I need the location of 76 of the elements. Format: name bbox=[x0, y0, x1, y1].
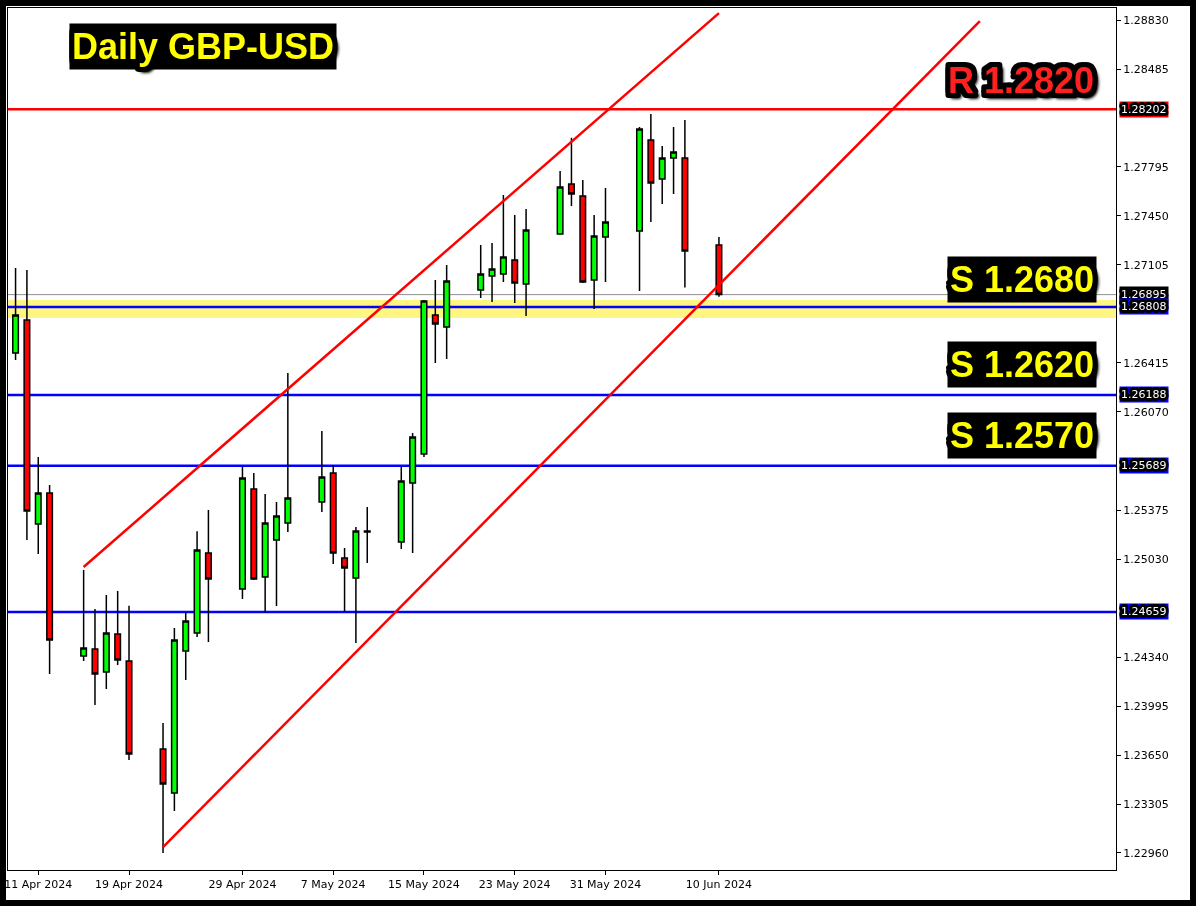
y-tick-label: 1.26070 bbox=[1123, 405, 1169, 419]
candlestick bbox=[477, 244, 485, 299]
y-tick-label: 1.28830 bbox=[1123, 13, 1169, 27]
x-tick-label: 7 May 2024 bbox=[300, 878, 366, 892]
candlestick bbox=[647, 113, 655, 223]
ref-line-label: 1.25689 bbox=[1121, 459, 1167, 472]
candlestick bbox=[284, 372, 292, 533]
candlestick bbox=[238, 466, 246, 600]
x-tick-label: 19 Apr 2024 bbox=[95, 878, 164, 892]
ref-line-label: 1.26188 bbox=[1121, 388, 1167, 401]
candlestick bbox=[272, 501, 281, 607]
candlestick bbox=[579, 179, 587, 284]
ref-line-label: 1.26808 bbox=[1121, 300, 1167, 313]
candlestick bbox=[114, 590, 122, 666]
candlestick bbox=[420, 299, 428, 458]
candlestick bbox=[556, 170, 564, 235]
candlestick bbox=[635, 126, 644, 292]
y-tick-label: 1.26415 bbox=[1123, 356, 1169, 370]
candlestick bbox=[341, 547, 349, 613]
ref-line-label: 1.28202 bbox=[1121, 103, 1167, 116]
y-tick-label: 1.28485 bbox=[1123, 62, 1169, 76]
y-tick-label: 1.23650 bbox=[1123, 748, 1169, 762]
x-tick-label: 10 Jun 2024 bbox=[685, 878, 753, 892]
candlestick bbox=[204, 509, 212, 643]
y-tick-label: 1.27450 bbox=[1123, 209, 1169, 223]
candlestick bbox=[522, 208, 530, 317]
annotation: S 1.2620 bbox=[950, 344, 1095, 385]
annotation: S 1.2680 bbox=[950, 259, 1095, 300]
candlestick bbox=[590, 214, 598, 310]
candlestick bbox=[80, 569, 88, 662]
candlestick bbox=[363, 506, 371, 564]
candlestick bbox=[511, 214, 519, 304]
candlestick bbox=[170, 627, 178, 812]
annotation: R 1.2820 bbox=[948, 60, 1095, 101]
candlestick bbox=[91, 608, 99, 706]
y-tick-label: 1.22960 bbox=[1123, 846, 1169, 860]
candlestick bbox=[329, 464, 337, 565]
x-tick-label: 29 Apr 2024 bbox=[208, 878, 277, 892]
candlestick bbox=[567, 136, 575, 207]
candlestick bbox=[125, 605, 133, 761]
candlestick bbox=[23, 269, 31, 541]
candlestick bbox=[601, 187, 610, 283]
ref-line-label: 1.24659 bbox=[1121, 605, 1167, 618]
candlestick bbox=[670, 126, 678, 195]
y-tick-label: 1.23305 bbox=[1123, 797, 1169, 811]
candlestick bbox=[12, 267, 20, 361]
candlestick bbox=[488, 242, 496, 303]
y-tick-label: 1.27795 bbox=[1123, 160, 1169, 174]
x-tick-label: 23 May 2024 bbox=[478, 878, 551, 892]
candlestick bbox=[409, 432, 417, 554]
y-tick-label: 1.25375 bbox=[1123, 504, 1169, 518]
y-tick-label: 1.24340 bbox=[1123, 651, 1169, 665]
ref-line-label: 1.26895 bbox=[1121, 288, 1167, 301]
candlestick bbox=[715, 236, 723, 298]
candlestick bbox=[352, 526, 360, 644]
candlestick bbox=[34, 456, 42, 555]
candlestick bbox=[46, 484, 54, 675]
candlestick bbox=[658, 145, 666, 205]
annotation: S 1.2570 bbox=[950, 415, 1095, 456]
y-tick-label: 1.27105 bbox=[1123, 258, 1169, 272]
candlestick bbox=[681, 119, 689, 289]
candlestick bbox=[318, 430, 326, 513]
x-tick-label: 11 Apr 2024 bbox=[4, 878, 73, 892]
candlestick bbox=[193, 530, 201, 638]
y-tick-label: 1.25030 bbox=[1123, 553, 1169, 567]
candlestick bbox=[250, 472, 258, 581]
x-tick-label: 31 May 2024 bbox=[569, 878, 642, 892]
x-tick-label: 15 May 2024 bbox=[388, 878, 460, 892]
candlestick bbox=[102, 594, 110, 690]
candlestick bbox=[261, 493, 269, 614]
candlestick bbox=[443, 264, 451, 360]
y-tick-label: 1.23995 bbox=[1123, 699, 1169, 713]
candlestick bbox=[499, 194, 507, 283]
candlestick bbox=[431, 279, 439, 364]
candlestick bbox=[182, 611, 190, 681]
candlestick bbox=[397, 466, 405, 550]
